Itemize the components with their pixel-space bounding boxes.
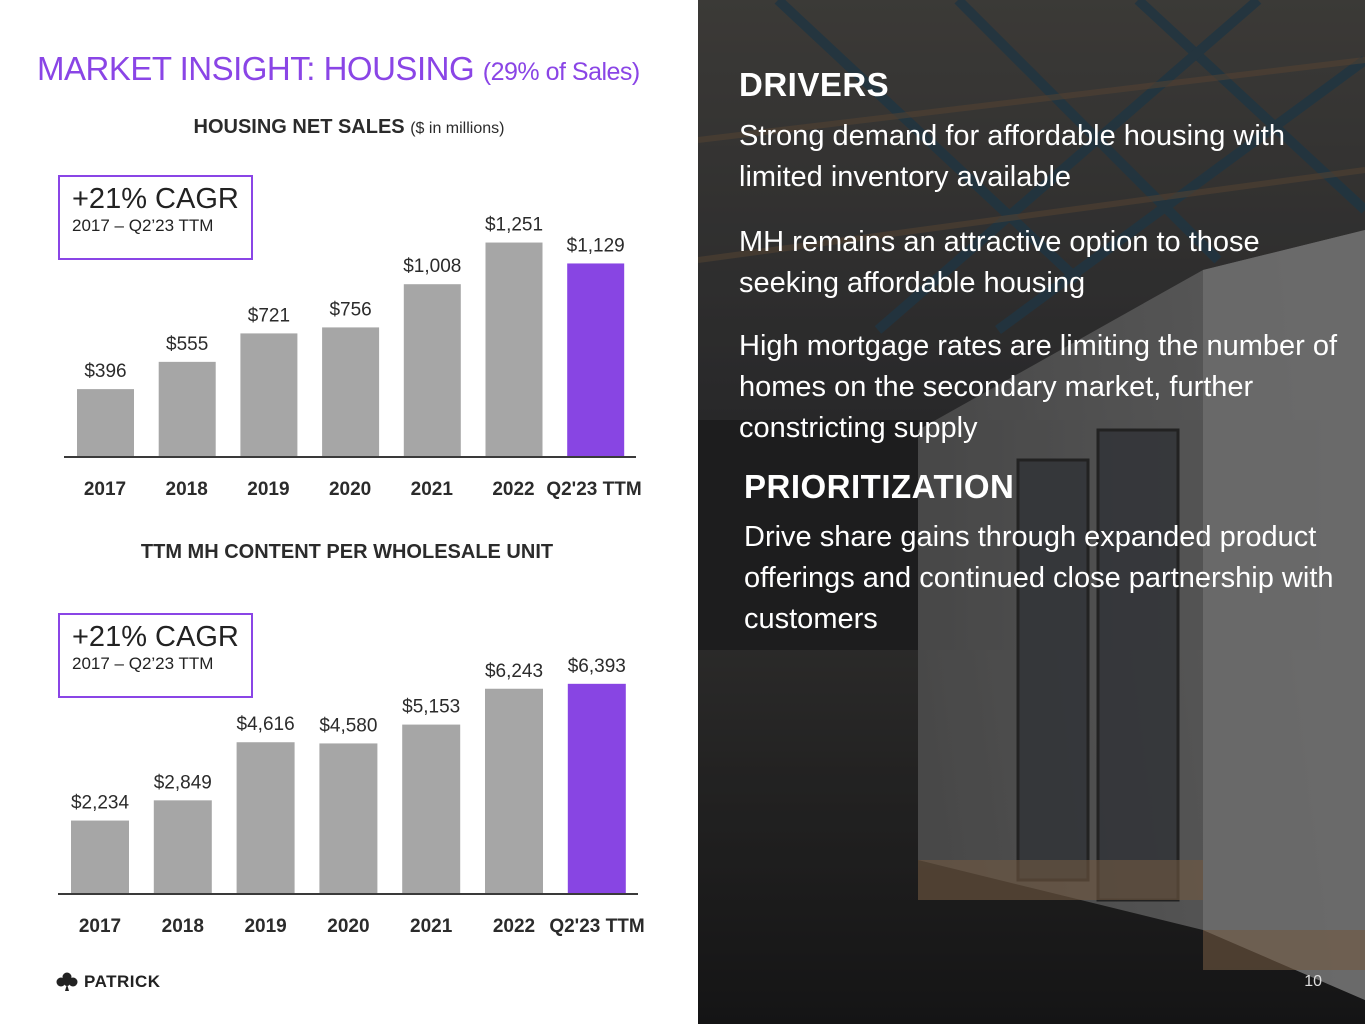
page-title-sub: (29% of Sales)	[482, 58, 640, 86]
driver-2-text: MH remains an attractive option to those…	[739, 226, 1260, 299]
bar-2018	[153, 800, 212, 894]
x-tick-label: 2017	[84, 479, 126, 500]
chart1-cagr: +21% CAGR	[72, 183, 239, 215]
prioritization-text: Drive share gains through expanded produ…	[744, 521, 1334, 635]
bar-2018	[158, 361, 216, 457]
bar-q2-23-ttm	[567, 683, 626, 894]
logo-text: PATRICK	[84, 972, 161, 991]
housing-net-sales-chart: $396 $555 $721 $756 $1,008 $1,251 $1,129 2017 20…	[64, 215, 642, 500]
x-tick-label: 2019	[244, 916, 286, 937]
data-label: $756	[329, 299, 371, 320]
warehouse-background-image	[698, 0, 1365, 1024]
content-per-unit-chart: $2,234 $2,849 $4,616 $4,580 $5,153 $6,243 $6,3…	[58, 656, 645, 937]
bar-2019	[240, 333, 298, 457]
x-tick-label: 2018	[166, 479, 208, 500]
chart1-cagr-period: 2017 – Q2’23 TTM	[72, 216, 214, 235]
page-number: 10	[1304, 973, 1322, 990]
bar-2017	[71, 820, 129, 894]
prioritization-heading: PRIORITIZATION	[744, 468, 1015, 505]
data-label: $4,580	[319, 715, 377, 736]
data-label: $6,243	[485, 661, 543, 682]
x-tick-label: 2022	[493, 916, 535, 937]
right-panel: DRIVERS Strong demand for affordable hou…	[698, 0, 1365, 1024]
x-tick-label: 2019	[247, 479, 289, 500]
chart2-cagr-period: 2017 – Q2’23 TTM	[72, 654, 214, 673]
bar-2019	[236, 742, 295, 894]
bar-2021	[403, 284, 461, 457]
bar-2022	[485, 242, 543, 457]
left-panel: MARKET INSIGHT: HOUSING (29% of Sales) H…	[37, 50, 645, 992]
x-tick-label: 2022	[492, 479, 534, 500]
bar-2020	[322, 327, 380, 457]
chart2-title: TTM MH CONTENT PER WHOLESALE UNIT	[140, 541, 554, 563]
page-title: MARKET INSIGHT: HOUSING (29% of Sales)	[37, 50, 640, 87]
data-label: $2,849	[154, 772, 212, 793]
x-tick-label: Q2'23 TTM	[549, 916, 644, 937]
bar-2022	[485, 688, 543, 894]
chart1-cagr-box: +21% CAGR 2017 – Q2’23 TTM	[58, 175, 253, 260]
x-tick-label: 2020	[329, 479, 371, 500]
bar-q2-23-ttm	[567, 263, 625, 457]
chart2-cagr-box: +21% CAGR 2017 – Q2’23 TTM	[58, 613, 253, 698]
chart1-title: HOUSING NET SALES ($ in millions)	[193, 116, 505, 138]
x-tick-label: Q2'23 TTM	[546, 479, 641, 500]
chart1-unit: ($ in millions)	[410, 120, 505, 137]
x-tick-label: 2018	[162, 916, 204, 937]
driver-3-text: High mortgage rates are limiting the num…	[739, 330, 1338, 444]
chart2-cagr: +21% CAGR	[72, 621, 239, 653]
x-tick-label: 2021	[411, 479, 454, 500]
patrick-logo: PATRICK	[56, 972, 161, 992]
x-tick-label: 2021	[410, 916, 453, 937]
drivers-heading: DRIVERS	[739, 66, 890, 103]
driver-1-text: Strong demand for affordable housing wit…	[739, 120, 1285, 193]
data-label: $4,616	[237, 714, 295, 735]
data-label: $6,393	[568, 656, 626, 677]
data-label: $1,251	[485, 215, 543, 236]
bar-2017	[77, 389, 134, 457]
data-label: $396	[84, 361, 126, 382]
data-label: $721	[248, 305, 290, 326]
shamrock-icon	[56, 972, 78, 991]
data-label: $5,153	[402, 697, 460, 718]
bar-2021	[402, 724, 461, 894]
data-label: $1,008	[403, 256, 461, 277]
x-tick-label: 2017	[79, 916, 121, 937]
bar-2020	[319, 743, 378, 894]
data-label: $1,129	[567, 235, 625, 256]
x-tick-label: 2020	[327, 916, 369, 937]
data-label: $555	[166, 334, 208, 355]
data-label: $2,234	[71, 793, 130, 814]
